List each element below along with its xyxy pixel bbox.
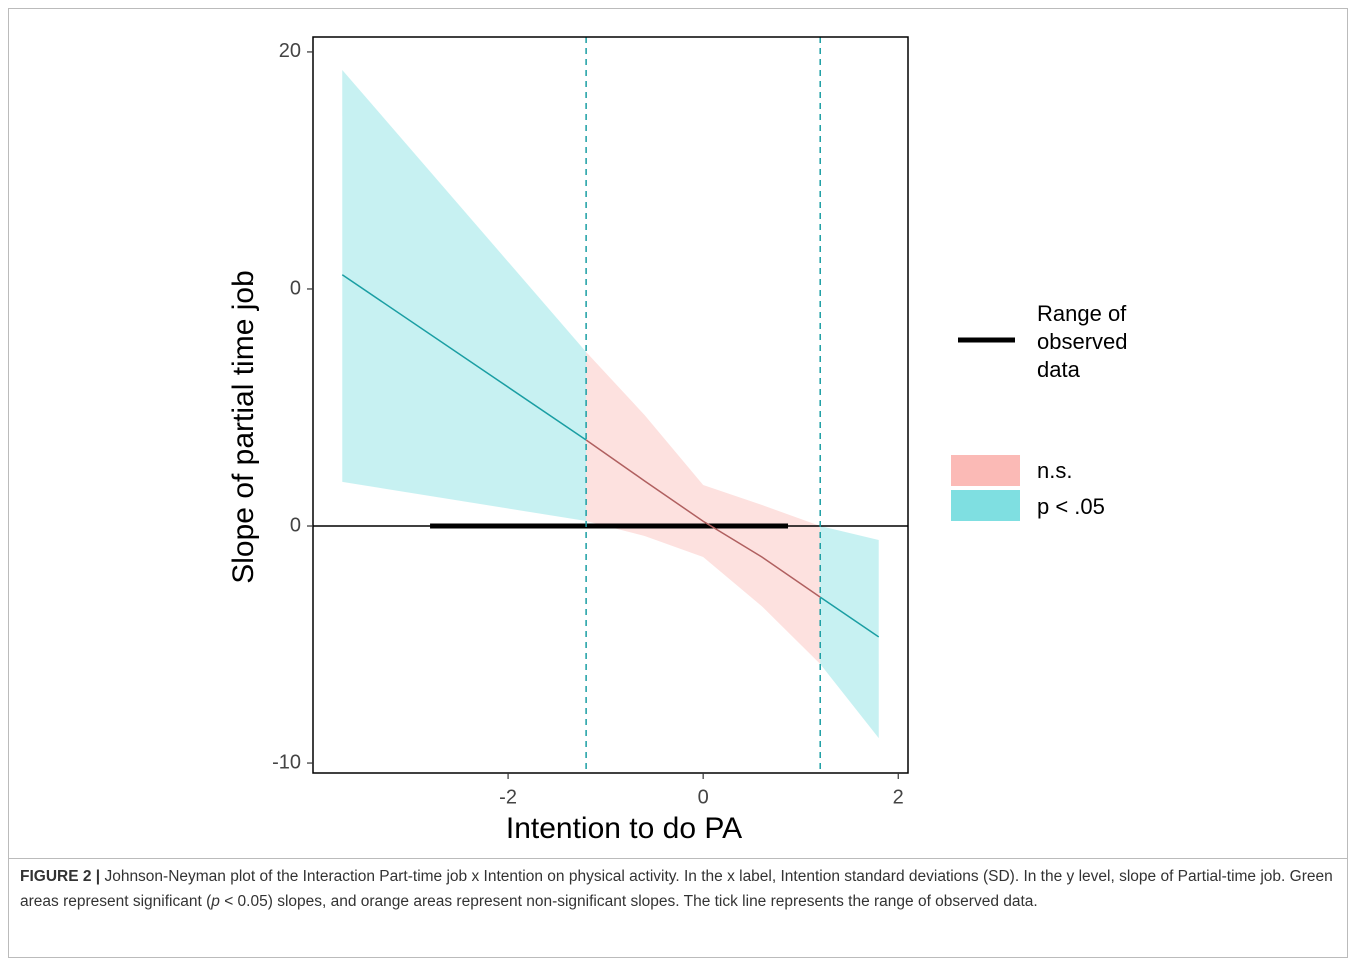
y-axis-title: Slope of partial time job bbox=[227, 270, 260, 584]
x-tick-label: -2 bbox=[499, 786, 517, 808]
confidence-band bbox=[586, 352, 821, 664]
y-tick-label: 0 bbox=[290, 277, 301, 299]
legend-swatch bbox=[951, 455, 1020, 486]
caption-text: < 0.05) slopes, and orange areas represe… bbox=[219, 893, 1038, 910]
y-tick-label: 20 bbox=[279, 40, 301, 62]
x-axis-title: Intention to do PA bbox=[506, 812, 742, 845]
y-tick-label: -10 bbox=[272, 751, 301, 773]
caption: FIGURE 2 | Johnson-Neyman plot of the In… bbox=[20, 864, 1340, 914]
legend-swatch bbox=[951, 490, 1020, 521]
chart: Intention to do PA Slope of partial time… bbox=[227, 36, 1128, 845]
confidence-band bbox=[820, 526, 879, 739]
caption-italic: p bbox=[211, 893, 220, 910]
legend-label: n.s. bbox=[1037, 458, 1072, 483]
confidence-band bbox=[342, 69, 587, 522]
legend-label: Range of bbox=[1037, 301, 1127, 326]
plot-border bbox=[312, 36, 909, 774]
caption-separator bbox=[8, 858, 1348, 859]
caption-text: Johnson-Neyman plot of the Interaction P… bbox=[20, 868, 1333, 910]
legend-label: p < .05 bbox=[1037, 494, 1105, 519]
figure-frame bbox=[8, 8, 1348, 958]
x-tick-label: 0 bbox=[698, 786, 709, 808]
legend-label: observed bbox=[1037, 329, 1128, 354]
estimate-line bbox=[341, 274, 587, 441]
x-tick-label: 2 bbox=[893, 786, 904, 808]
estimate-line bbox=[585, 439, 821, 598]
y-tick-label: 0 bbox=[290, 514, 301, 536]
legend-label: data bbox=[1037, 357, 1081, 382]
caption-label: FIGURE 2 | bbox=[20, 868, 101, 885]
estimate-line bbox=[819, 596, 880, 638]
